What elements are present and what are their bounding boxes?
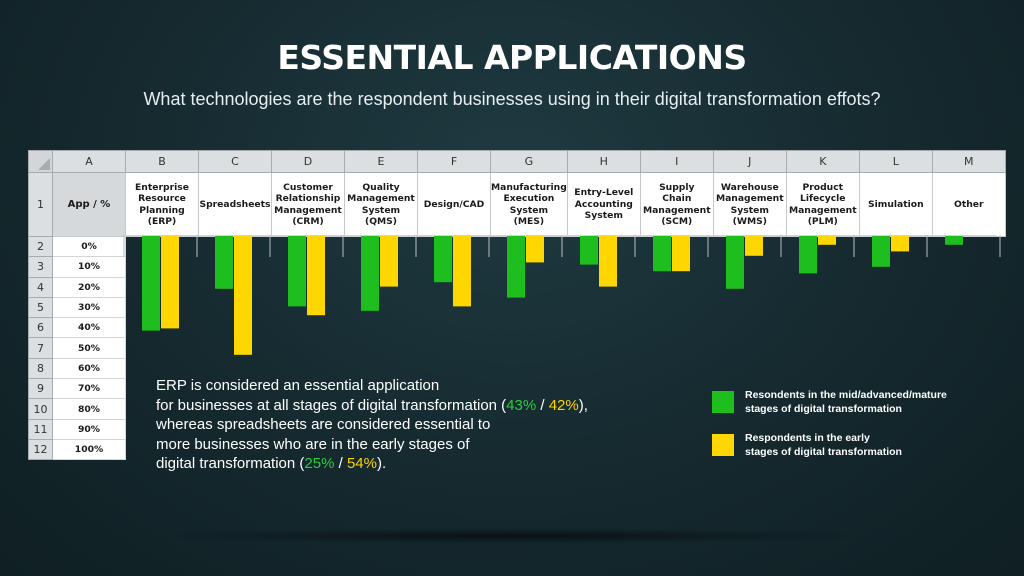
column-header-c[interactable]: C (198, 150, 272, 173)
column-header-h[interactable]: H (566, 150, 641, 173)
annotation-line: more businesses who are in the early sta… (156, 435, 470, 453)
percent-cell[interactable]: 20% (52, 276, 126, 298)
percent-cell[interactable]: 40% (52, 317, 126, 339)
page-title: ESSENTIAL APPLICATIONS (277, 38, 747, 77)
annotation-line: whereas spreadsheets are considered esse… (156, 416, 491, 433)
row-header[interactable]: 3 (28, 256, 53, 278)
app-header-cell[interactable]: Product Lifecycle Management (PLM) (785, 172, 860, 237)
percent-cell[interactable]: 90% (52, 418, 126, 440)
row-header[interactable]: 11 (28, 418, 53, 440)
column-header-d[interactable]: D (271, 150, 345, 173)
row-header[interactable]: 4 (28, 276, 53, 298)
percent-cell[interactable]: 100% (52, 438, 126, 461)
app-header-cell[interactable]: Entry-Level Accounting System (566, 172, 641, 237)
column-header-k[interactable]: K (785, 150, 860, 173)
app-header-cell[interactable]: Enterprise Resource Planning (ERP) (125, 172, 199, 237)
app-header-cell[interactable]: Warehouse Management System (WMS) (712, 172, 787, 237)
app-header-cell[interactable]: Spreadsheets (198, 172, 272, 237)
annotation-line: ERP is considered an essential applicati… (156, 377, 440, 394)
row-header[interactable]: 7 (28, 337, 53, 359)
floor-shadow (150, 528, 874, 544)
percent-cell[interactable]: 60% (52, 357, 126, 380)
row-header[interactable]: 9 (28, 378, 53, 400)
annotation-text: ERP is considered an essential applicati… (156, 376, 676, 474)
legend-swatch-yellow (712, 434, 734, 456)
row-header[interactable]: 1 (28, 172, 53, 237)
app-header-cell[interactable]: Other (931, 172, 1006, 237)
app-header-cell[interactable]: Quality Management System (QMS) (344, 172, 418, 237)
erp-mature-value: 43% (506, 396, 537, 414)
legend-label-mature: Resondents in the mid/advanced/mature st… (745, 389, 947, 415)
percent-cell[interactable]: 30% (52, 296, 126, 319)
legend-swatch-green (712, 391, 734, 413)
column-header-e[interactable]: E (344, 150, 418, 173)
annotation-line: digital transformation (25% / 54%). (156, 455, 387, 472)
column-header-i[interactable]: I (639, 150, 714, 173)
row-header[interactable]: 10 (28, 398, 53, 420)
app-percent-header[interactable]: App / % (52, 172, 126, 237)
percent-cell[interactable]: 10% (52, 256, 126, 278)
percent-cell[interactable]: 0% (52, 235, 126, 258)
app-header-cell[interactable]: Design/CAD (417, 172, 491, 237)
percent-cell[interactable]: 70% (52, 378, 126, 400)
row-header[interactable]: 12 (28, 438, 53, 461)
percent-cell[interactable]: 50% (52, 337, 126, 359)
spreadsheet-early-value: 54% (346, 455, 377, 472)
erp-early-value: 42% (548, 396, 579, 414)
app-header-cell[interactable]: Manufacturing Execution System (MES) (490, 172, 568, 237)
row-header[interactable]: 5 (28, 296, 53, 319)
column-header-m[interactable]: M (931, 150, 1006, 173)
spreadsheet-mature-value: 25% (304, 455, 335, 472)
annotation-line: for businesses at all stages of digital … (156, 396, 588, 414)
column-header-b[interactable]: B (125, 150, 199, 173)
column-header-f[interactable]: F (417, 150, 491, 173)
column-header-g[interactable]: G (490, 150, 568, 173)
select-all-corner[interactable] (28, 150, 53, 173)
app-header-cell[interactable]: Simulation (858, 172, 933, 237)
legend-label-early: Respondents in the early stages of digit… (745, 432, 902, 458)
row-header[interactable]: 8 (28, 357, 53, 380)
row-header[interactable]: 6 (28, 317, 53, 339)
row-header[interactable]: 2 (28, 235, 53, 258)
percent-cell[interactable]: 80% (52, 398, 126, 420)
app-header-cell[interactable]: Supply Chain Management (SCM) (639, 172, 714, 237)
app-header-cell[interactable]: Customer Relationship Management (CRM) (271, 172, 345, 237)
column-header-a[interactable]: A (52, 150, 126, 173)
column-header-l[interactable]: L (858, 150, 933, 173)
column-header-j[interactable]: J (712, 150, 787, 173)
page-subtitle: What technologies are the respondent bus… (143, 89, 881, 109)
